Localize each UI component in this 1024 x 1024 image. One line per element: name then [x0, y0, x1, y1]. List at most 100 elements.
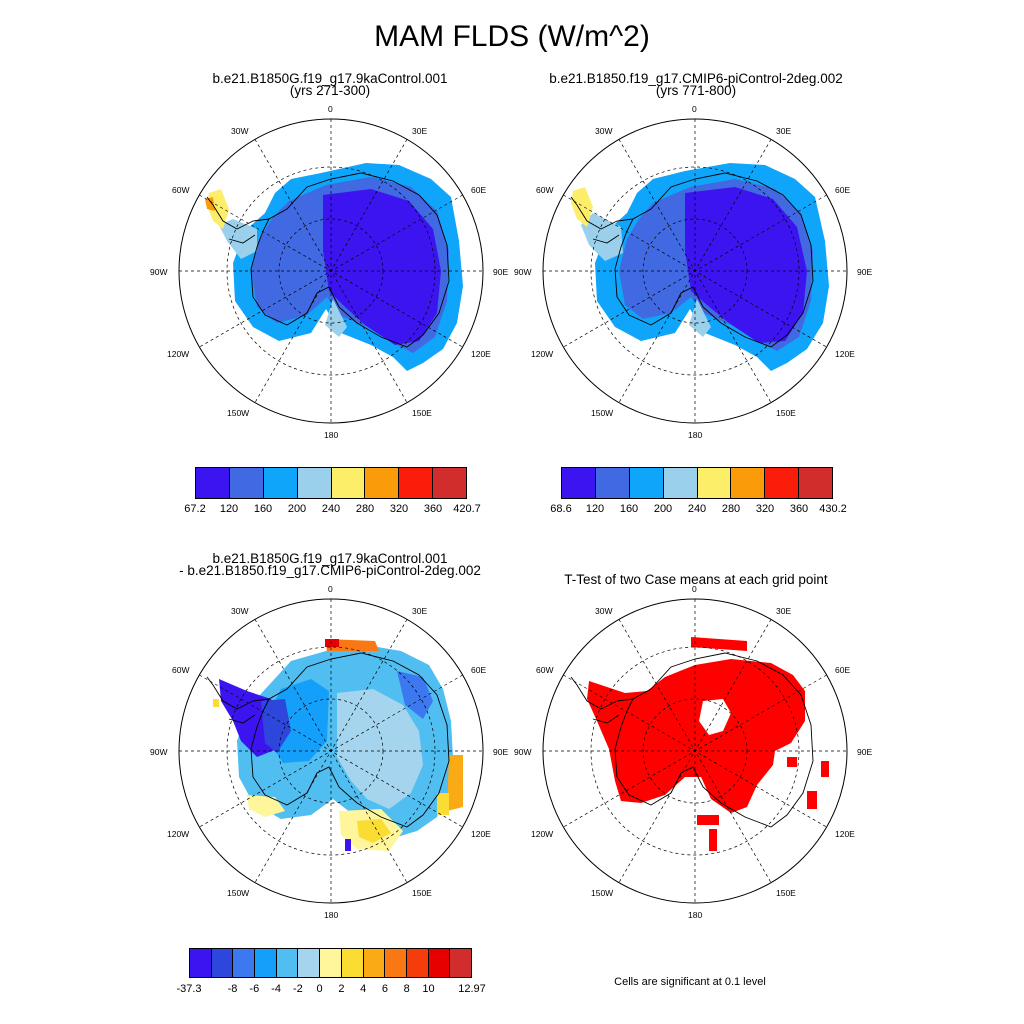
colorbar-swatch [697, 468, 732, 498]
field-peninsula-warm [205, 197, 215, 211]
field-peninsula-edge [219, 219, 257, 259]
colorbar-tick-label: 0 [316, 983, 323, 995]
lon-label-180: 180 [324, 430, 339, 440]
panel-title-top-left: b.e21.B1850G.f19_g17.9kaControl.001 (yrs… [120, 72, 540, 98]
lon-label-30e: 30E [412, 606, 428, 616]
lon-label-150e: 150E [412, 408, 432, 418]
colorbar-swatch [331, 468, 366, 498]
field-ross-shelf [689, 299, 711, 337]
map-top-right [525, 101, 865, 441]
lon-label-150e: 150E [412, 888, 432, 898]
field-ross-shelf [325, 299, 347, 337]
colorbar-swatch [562, 468, 596, 498]
colorbar-tick-label: 360 [423, 503, 443, 515]
lon-label-60e: 60E [471, 185, 487, 195]
colorbar-tick-label: 240 [687, 503, 707, 515]
lon-label-30w: 30W [595, 126, 613, 136]
diff-northeast-blue [397, 671, 433, 719]
panel-title-line2: (yrs 271-300) [289, 83, 371, 98]
lon-label-150e: 150E [776, 888, 796, 898]
colorbar-top-right [561, 467, 833, 499]
colorbar-swatch [365, 468, 400, 498]
coastline [614, 652, 814, 828]
colorbar-labels-top-right: 68.6 120 160 200 240 280 320 360 430.2 [550, 503, 846, 517]
significant-dot [821, 761, 829, 777]
diff-interior-light [337, 689, 423, 809]
colorbar-swatch [320, 949, 342, 977]
lon-label-0: 0 [692, 584, 697, 594]
lon-label-120e: 120E [471, 349, 491, 359]
colorbar-swatch [276, 949, 299, 977]
coastline-peninsula [570, 196, 634, 244]
lon-label-90e: 90E [493, 267, 509, 277]
coastline-peninsula [570, 676, 634, 724]
lon-label-60e: 60E [471, 665, 487, 675]
diff-bellingshausen [247, 795, 285, 817]
map-top-left [161, 101, 501, 441]
colorbar-swatch [297, 468, 332, 498]
colorbar-tick-label: 8 [403, 983, 410, 995]
colorbar-tick-label: 2 [338, 983, 345, 995]
field-peninsula-edge [581, 213, 623, 261]
colorbar-labels-bottom-left: -37.3 -8 -6 -4 -2 0 2 4 6 8 10 12.97 [176, 983, 485, 997]
colorbar-tick-label: 420.7 [453, 503, 481, 515]
colorbar-tick-label: -6 [249, 983, 260, 995]
diff-coast-0-30E-strong [325, 639, 339, 647]
diff-ross-strong [345, 839, 351, 851]
figure-title: MAM FLDS (W/m^2) [374, 20, 650, 53]
field-band-plateau [323, 189, 441, 345]
colorbar-tick-label: 10 [422, 983, 435, 995]
colorbar-tick-label: 360 [789, 503, 809, 515]
lon-label-120e: 120E [835, 829, 855, 839]
panel-title-bottom-right: T-Test of two Case means at each grid po… [486, 573, 906, 587]
significant-coast-strip [691, 637, 747, 651]
colorbar-swatch [629, 468, 664, 498]
colorbar-swatch [428, 949, 451, 977]
colorbar-swatch [298, 949, 321, 977]
lon-label-30e: 30E [412, 126, 428, 136]
lon-label-60e: 60E [835, 185, 851, 195]
colorbar-tick-label: 120 [585, 503, 605, 515]
diff-ross-warm [357, 819, 391, 843]
colorbar-tick-label: -37.3 [176, 983, 202, 995]
colorbar-tick-label: 280 [355, 503, 375, 515]
lon-label-90w: 90W [514, 747, 532, 757]
colorbar-swatch [233, 949, 256, 977]
colorbar-swatch [211, 949, 234, 977]
coastline [250, 652, 450, 828]
coastline [614, 172, 814, 348]
colorbar-swatch [399, 468, 434, 498]
lon-label-60e: 60E [835, 665, 851, 675]
lon-label-90w: 90W [150, 267, 168, 277]
meridians [179, 119, 483, 423]
colorbar-tick-label: 280 [721, 503, 741, 515]
significant-dot [697, 815, 719, 825]
colorbar-tick-label: 68.6 [550, 503, 572, 515]
lon-label-180: 180 [688, 430, 703, 440]
significant-dot [807, 791, 817, 809]
colorbar-swatch [731, 468, 766, 498]
lon-label-90e: 90E [857, 747, 873, 757]
lon-label-30e: 30E [776, 126, 792, 136]
lon-label-120e: 120E [835, 349, 855, 359]
colorbar-tick-label: 240 [321, 503, 341, 515]
lon-label-90e: 90E [493, 747, 509, 757]
meridians [543, 119, 847, 423]
lon-label-60w: 60W [172, 185, 190, 195]
diff-west-blue [261, 699, 291, 753]
lon-label-120w: 120W [167, 829, 190, 839]
map-bottom-left [161, 581, 501, 921]
lon-label-30w: 30W [231, 606, 249, 616]
colorbar-tick-label: 200 [287, 503, 307, 515]
colorbar-swatch [190, 949, 212, 977]
colorbar-swatch [229, 468, 264, 498]
colorbar-swatch [765, 468, 800, 498]
colorbar-swatch [663, 468, 698, 498]
field-band-plateau [685, 187, 807, 343]
colorbar-tick-label: 6 [381, 983, 388, 995]
diff-coast-90E-light [437, 793, 449, 815]
lon-label-120w: 120W [167, 349, 190, 359]
colorbar-swatch [341, 949, 364, 977]
panel-title-line2: - b.e21.B1850.f19_g17.CMIP6-piControl-2d… [179, 563, 481, 578]
colorbar-swatch [255, 949, 277, 977]
